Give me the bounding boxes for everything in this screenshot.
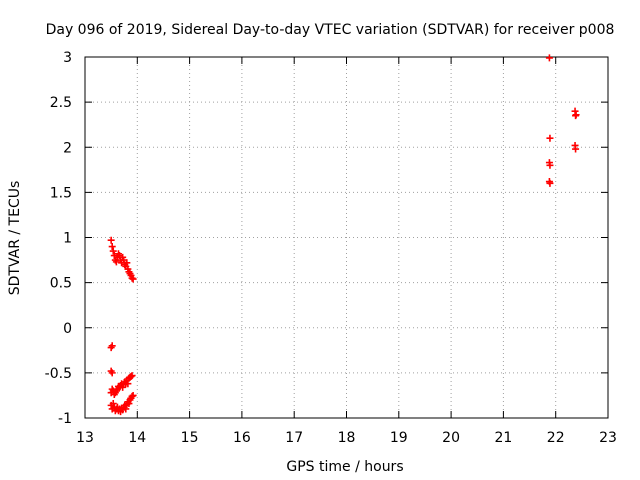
data-point bbox=[108, 369, 116, 377]
x-tick-label: 21 bbox=[494, 430, 512, 446]
data-point bbox=[122, 405, 130, 413]
chart-title: Day 096 of 2019, Sidereal Day-to-day VTE… bbox=[46, 22, 615, 38]
y-tick-label: -1 bbox=[58, 411, 72, 427]
y-tick-label: 0 bbox=[63, 321, 72, 337]
x-tick-label: 19 bbox=[390, 430, 408, 446]
data-point bbox=[125, 400, 133, 408]
x-tick-label: 23 bbox=[599, 430, 617, 446]
x-axis-label: GPS time / hours bbox=[286, 459, 403, 475]
data-point bbox=[108, 243, 116, 251]
x-tick-label: 14 bbox=[128, 430, 146, 446]
x-tick-label: 22 bbox=[547, 430, 565, 446]
data-point bbox=[128, 372, 136, 380]
data-point bbox=[109, 247, 117, 255]
data-point bbox=[128, 392, 136, 400]
x-tick-label: 13 bbox=[76, 430, 94, 446]
axis-ticks: 13 14 15 16 17 18 19 20 21 22 23 -1 -0.5 0 0.5 1 1.5 2 2.5… bbox=[45, 50, 617, 446]
data-point bbox=[546, 161, 554, 169]
data-point bbox=[128, 274, 136, 282]
y-tick-label: -0.5 bbox=[45, 366, 72, 382]
x-tick-label: 18 bbox=[338, 430, 356, 446]
y-tick-label: 2 bbox=[63, 140, 72, 156]
data-point bbox=[129, 275, 137, 283]
x-tick-label: 15 bbox=[181, 430, 199, 446]
data-points bbox=[107, 54, 580, 416]
data-point bbox=[545, 54, 553, 62]
x-tick-label: 17 bbox=[285, 430, 303, 446]
data-point bbox=[546, 179, 554, 187]
x-tick-label: 20 bbox=[442, 430, 460, 446]
data-point bbox=[127, 372, 135, 380]
data-point bbox=[108, 342, 116, 350]
y-tick-label: 1.5 bbox=[50, 185, 72, 201]
data-point bbox=[572, 111, 580, 119]
y-tick-label: 2.5 bbox=[50, 95, 72, 111]
y-tick-label: 3 bbox=[63, 50, 72, 66]
data-point bbox=[124, 380, 132, 388]
data-point bbox=[572, 145, 580, 153]
x-tick-label: 16 bbox=[233, 430, 251, 446]
y-tick-label: 0.5 bbox=[50, 276, 72, 292]
data-point bbox=[112, 258, 120, 266]
y-tick-label: 1 bbox=[63, 231, 72, 247]
data-point bbox=[123, 259, 131, 267]
grid-lines bbox=[85, 57, 608, 418]
data-point bbox=[129, 391, 137, 399]
data-point bbox=[546, 134, 554, 142]
data-point bbox=[109, 400, 117, 408]
y-axis-label: SDTVAR / TECUs bbox=[7, 181, 23, 296]
data-point bbox=[107, 236, 115, 244]
